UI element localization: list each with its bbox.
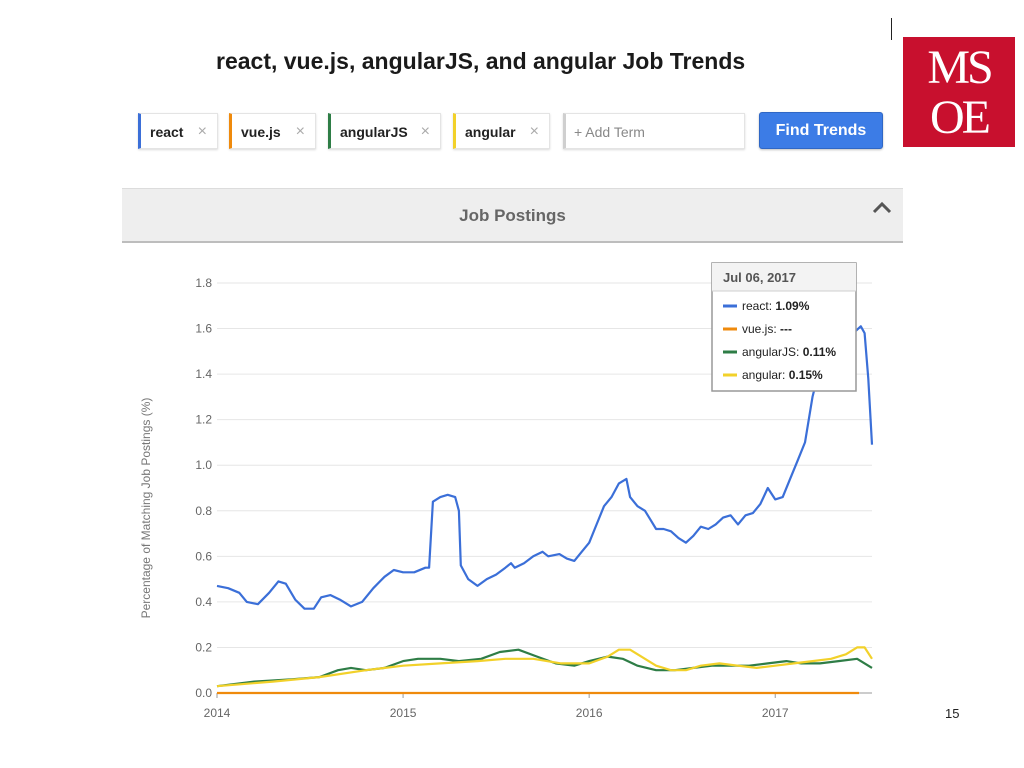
tooltip-series-name: react bbox=[742, 299, 769, 313]
tooltip-row-angularjs: angularJS: 0.11% bbox=[742, 345, 836, 359]
page-number: 15 bbox=[945, 706, 960, 721]
series-line-angularjs bbox=[216, 648, 873, 688]
y-tick-label: 0.8 bbox=[195, 504, 212, 518]
y-tick-label: 1.6 bbox=[195, 322, 212, 336]
logo-line-2: OE bbox=[930, 91, 991, 144]
slide-title: react, vue.js, angularJS, and angular Jo… bbox=[216, 48, 746, 74]
y-tick-label: 0.6 bbox=[195, 549, 212, 563]
term-label: react bbox=[150, 124, 184, 140]
series-line-angular bbox=[216, 646, 873, 688]
slide-corner-mark bbox=[891, 18, 892, 40]
y-tick-label: 1.4 bbox=[195, 367, 212, 381]
term-label: angular bbox=[465, 124, 516, 140]
x-tick-label: 2017 bbox=[762, 706, 789, 720]
add-term-input[interactable]: + Add Term bbox=[563, 113, 745, 149]
series-lines bbox=[216, 325, 874, 695]
add-term-placeholder: + Add Term bbox=[574, 124, 645, 140]
panel-title: Job Postings bbox=[459, 206, 566, 225]
tooltip-series-value: --- bbox=[780, 322, 792, 336]
tooltip-series-value: 1.09% bbox=[775, 299, 809, 313]
tooltip-series-value: 0.15% bbox=[789, 368, 823, 382]
y-tick-label: 0.2 bbox=[195, 640, 212, 654]
y-tick-label: 0.0 bbox=[195, 686, 212, 700]
find-trends-button[interactable]: Find Trends bbox=[759, 112, 883, 149]
line-chart: 0.00.20.40.60.81.01.21.41.61.8 2014 2015 2… bbox=[139, 262, 874, 720]
chevron-up-icon[interactable] bbox=[871, 199, 893, 215]
tooltip-row-react: react: 1.09% bbox=[742, 299, 810, 313]
logo-line-1: MS bbox=[927, 41, 993, 94]
term-chip-angular[interactable]: angular × bbox=[453, 113, 550, 149]
y-axis-label: Percentage of Matching Job Postings (%) bbox=[139, 398, 153, 619]
series-line-react bbox=[216, 325, 874, 610]
tooltip-series-value: 0.11% bbox=[803, 345, 837, 359]
job-postings-header[interactable]: Job Postings bbox=[122, 188, 903, 243]
job-postings-chart: 0.0 0.2 0.4 0.6 0.8 1.0 1.2 1.4 1.6 1.8 2014 2015 2… bbox=[122, 255, 903, 730]
y-tick-label: 1.2 bbox=[195, 413, 212, 427]
y-tick-label: 0.4 bbox=[195, 595, 212, 609]
tooltip: Jul 06, 2017 react: 1.09% vue.js: --- an… bbox=[711, 262, 857, 392]
x-tick-label: 2014 bbox=[204, 706, 231, 720]
term-chip-angularjs[interactable]: angularJS × bbox=[328, 113, 441, 149]
y-tick-label: 1.0 bbox=[195, 458, 212, 472]
term-chip-vuejs[interactable]: vue.js × bbox=[229, 113, 316, 149]
x-tick-label: 2015 bbox=[390, 706, 417, 720]
y-axis-ticks: 0.0 0.2 0.4 0.6 0.8 1.0 1.2 1.4 1.6 1.8 bbox=[195, 276, 212, 700]
x-tick-label: 2016 bbox=[576, 706, 603, 720]
term-label: vue.js bbox=[241, 124, 281, 140]
term-label: angularJS bbox=[340, 124, 408, 140]
remove-term-icon[interactable]: × bbox=[420, 123, 430, 140]
tooltip-series-name: angular bbox=[742, 368, 782, 382]
tooltip-row-angular: angular: 0.15% bbox=[742, 368, 823, 382]
tooltip-row-vuejs: vue.js: --- bbox=[742, 322, 792, 336]
y-tick-label: 1.8 bbox=[195, 276, 212, 290]
remove-term-icon[interactable]: × bbox=[529, 123, 539, 140]
tooltip-series-name: angularJS bbox=[742, 345, 796, 359]
tooltip-series-name: vue.js bbox=[742, 322, 773, 336]
remove-term-icon[interactable]: × bbox=[295, 123, 305, 140]
msoe-logo: MS OE bbox=[903, 37, 1015, 147]
remove-term-icon[interactable]: × bbox=[197, 123, 207, 140]
x-axis-ticks: 2014 2015 2016 2017 bbox=[204, 693, 789, 720]
term-chip-react[interactable]: react × bbox=[138, 113, 218, 149]
tooltip-date: Jul 06, 2017 bbox=[723, 270, 796, 285]
